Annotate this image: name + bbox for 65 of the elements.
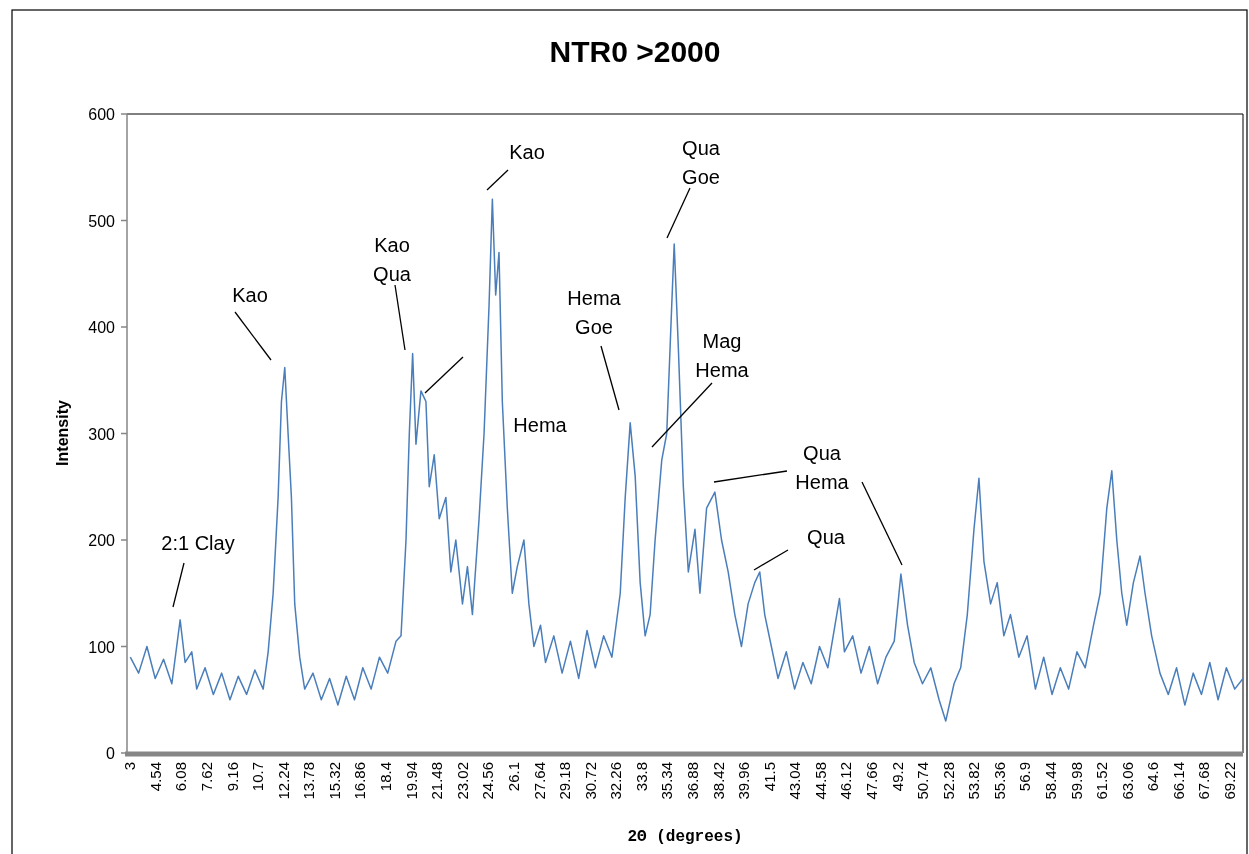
x-tick-label: 36.88 xyxy=(683,762,701,800)
x-tick-label: 55.36 xyxy=(990,762,1008,800)
annotation: 2:1 Clay xyxy=(161,532,235,554)
x-tick-label: 41.5 xyxy=(760,762,778,792)
annotation: Hema xyxy=(513,414,568,436)
x-tick-label: 38.42 xyxy=(709,762,727,800)
x-tick-label: 26.1 xyxy=(504,762,522,792)
x-tick-label: 27.64 xyxy=(530,762,548,800)
annotation: Qua xyxy=(807,526,846,548)
y-tick-label: 600 xyxy=(88,106,116,123)
x-tick-label: 69.22 xyxy=(1221,762,1239,800)
x-tick-label: 30.72 xyxy=(581,762,599,800)
x-tick-label: 33.8 xyxy=(632,762,650,792)
y-axis-title: Intensity xyxy=(54,400,71,466)
y-tick-label: 300 xyxy=(88,425,116,443)
x-tick-label: 12.24 xyxy=(274,762,292,800)
x-tick-label: 35.34 xyxy=(658,762,676,800)
x-tick-label: 67.68 xyxy=(1195,762,1213,800)
x-tick-label: 32.26 xyxy=(607,762,625,800)
x-tick-label: 3 xyxy=(121,762,139,771)
annotation: Qua Hema xyxy=(795,442,850,493)
y-tick-label: 0 xyxy=(106,745,116,762)
y-tick-label: 400 xyxy=(88,319,116,336)
x-tick-label: 53.82 xyxy=(965,762,983,800)
x-tick-label: 47.66 xyxy=(863,762,880,800)
x-tick-label: 24.56 xyxy=(479,762,497,800)
y-tick-label: 500 xyxy=(88,212,116,230)
x-tick-label: 56.9 xyxy=(1016,762,1034,792)
x-tick-label: 7.62 xyxy=(198,762,216,792)
x-tick-label: 4.54 xyxy=(146,762,164,792)
x-tick-label: 63.06 xyxy=(1118,762,1136,800)
x-tick-label: 21.48 xyxy=(428,762,446,800)
x-tick-label: 16.86 xyxy=(351,762,369,800)
x-tick-label: 39.96 xyxy=(735,762,753,800)
x-tick-label: 61.52 xyxy=(1093,762,1111,800)
annotation: Mag Hema xyxy=(695,330,750,381)
x-tick-label: 19.94 xyxy=(402,762,420,800)
annotation: Qua Goe xyxy=(682,137,721,188)
x-tick-label: 23.02 xyxy=(453,762,471,800)
annotation: Kao Qua xyxy=(373,234,412,285)
x-tick-label: 29.18 xyxy=(556,762,574,800)
y-tick-label: 100 xyxy=(88,638,116,656)
x-tick-label: 50.74 xyxy=(914,762,932,800)
x-tick-label: 13.78 xyxy=(300,762,318,800)
x-tick-label: 66.14 xyxy=(1169,762,1187,800)
x-tick-label: 46.12 xyxy=(837,762,855,800)
x-tick-label: 6.08 xyxy=(172,762,190,792)
x-tick-label: 59.98 xyxy=(1067,762,1085,800)
x-tick-label: 52.28 xyxy=(939,762,957,800)
annotation: Kao xyxy=(509,141,545,163)
x-axis-title: 2Θ (degrees) xyxy=(627,828,743,846)
x-tick-label: 15.32 xyxy=(325,762,343,800)
x-tick-label: 58.44 xyxy=(1042,762,1060,800)
x-tick-label: 18.4 xyxy=(377,762,395,792)
x-tick-label: 43.04 xyxy=(786,762,804,800)
x-tick-label: 10.7 xyxy=(249,762,267,792)
y-tick-label: 200 xyxy=(88,532,116,549)
line-series xyxy=(129,198,1244,722)
annotation: Kao xyxy=(232,284,268,306)
x-tick-label: 9.16 xyxy=(223,762,241,792)
x-tick-label: 49.2 xyxy=(888,762,906,792)
x-tick-label: 64.6 xyxy=(1144,762,1162,792)
annotation: Hema Goe xyxy=(567,287,622,338)
chart-title: NTR0 >2000 xyxy=(549,35,721,68)
x-tick-label: 44.58 xyxy=(811,762,829,800)
